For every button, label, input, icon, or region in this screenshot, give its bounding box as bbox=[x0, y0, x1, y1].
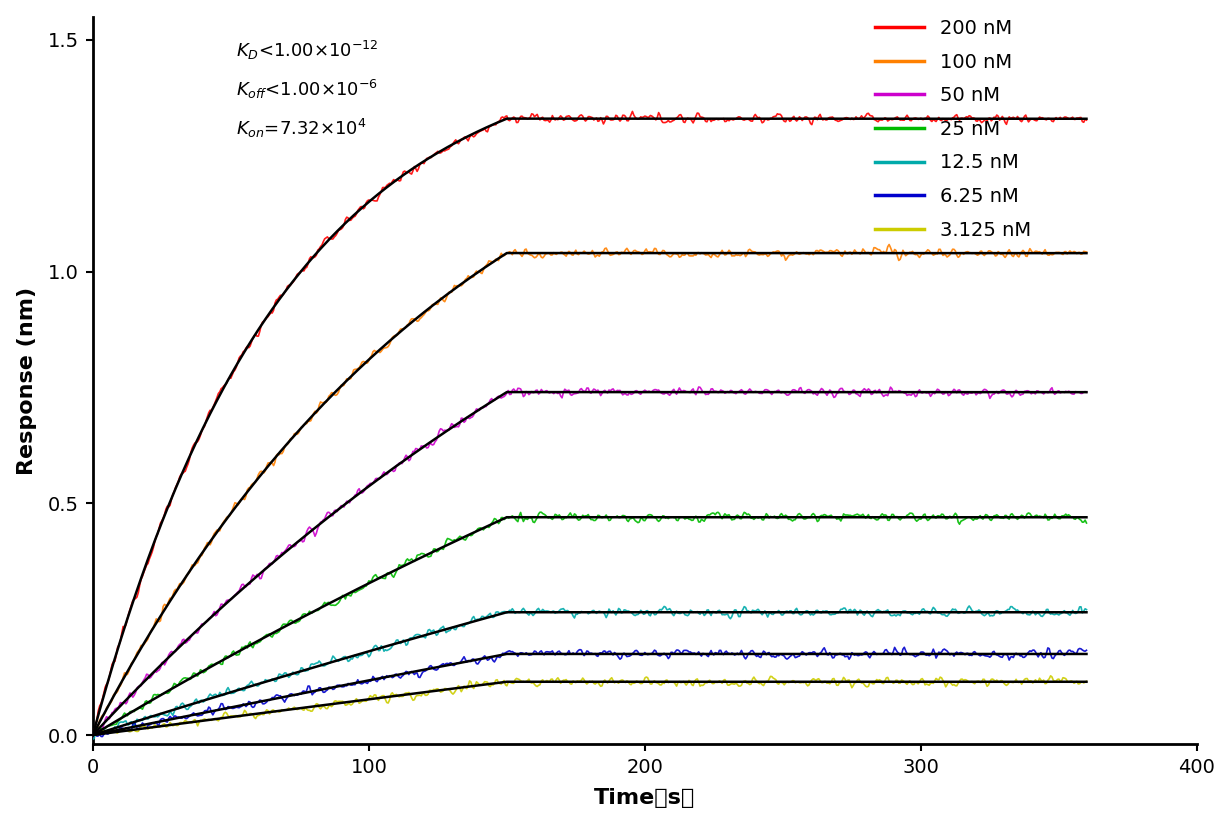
Legend: 200 nM, 100 nM, 50 nM, 25 nM, 12.5 nM, 6.25 nM, 3.125 nM: 200 nM, 100 nM, 50 nM, 25 nM, 12.5 nM, 6… bbox=[876, 19, 1031, 239]
Text: $K_D$<1.00×10$^{-12}$
$K_{off}$<1.00×10$^{-6}$
$K_{on}$=7.32×10$^{4}$: $K_D$<1.00×10$^{-12}$ $K_{off}$<1.00×10$… bbox=[237, 39, 379, 140]
Y-axis label: Response (nm): Response (nm) bbox=[17, 286, 37, 474]
X-axis label: Time（s）: Time（s） bbox=[594, 789, 696, 808]
